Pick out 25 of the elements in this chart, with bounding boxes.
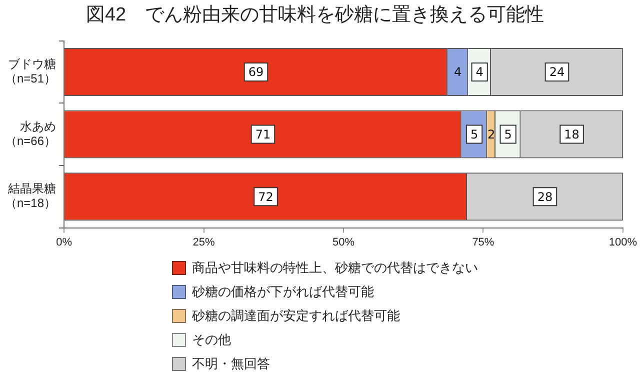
legend-label: 砂糖の価格が下がれば代替可能 [192, 284, 374, 301]
data-label: 71 [255, 127, 271, 142]
data-label: 28 [537, 190, 553, 204]
data-label: 5 [470, 127, 478, 142]
data-label: 2 [487, 127, 496, 142]
legend-label: その他 [192, 332, 231, 349]
x-tick-label: 25% [192, 236, 215, 248]
y-tick-label: 水あめ（n=66） [5, 119, 56, 148]
x-tick-label: 75% [472, 236, 494, 248]
data-label: 72 [258, 190, 274, 204]
legend-label: 商品や甘味料の特性上、砂糖での代替はできない [192, 260, 478, 277]
chart-title: 図42 でん粉由来の甘味料を砂糖に置き換える可能性 [86, 4, 544, 26]
data-label: 69 [248, 65, 264, 80]
y-tick-label: 結晶果糖（n=18） [5, 182, 56, 210]
data-label: 18 [564, 127, 580, 142]
data-label: 4 [454, 65, 462, 80]
x-tick-label: 50% [332, 236, 355, 248]
y-tick-label: ブドウ糖（n=51） [5, 57, 56, 86]
data-label: 5 [504, 127, 512, 142]
data-label: 4 [476, 65, 484, 80]
legend-label: 砂糖の調達面が安定すれば代替可能 [192, 308, 400, 325]
x-tick-label: 0% [56, 236, 72, 248]
legend-label: 不明・無回答 [192, 356, 270, 373]
x-tick-label: 100% [608, 236, 638, 248]
data-label: 24 [549, 65, 565, 80]
